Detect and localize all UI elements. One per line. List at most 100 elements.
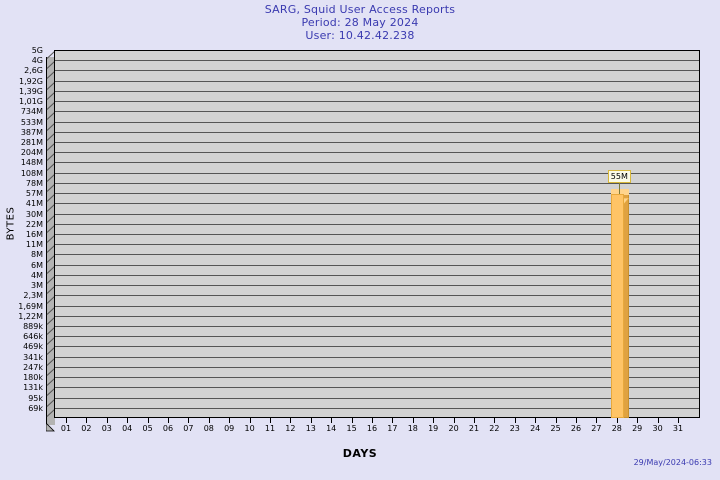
gridline bbox=[55, 346, 699, 348]
y-axis-tick-label: 8M bbox=[31, 250, 43, 260]
x-axis-tick-label: 21 bbox=[468, 424, 480, 433]
gridline bbox=[55, 193, 699, 195]
y-axis-tick-label: 281M bbox=[20, 138, 43, 147]
gridline bbox=[55, 182, 699, 184]
x-axis-tick bbox=[147, 418, 149, 423]
gridline bbox=[55, 111, 699, 113]
x-axis-tick-label: 06 bbox=[162, 424, 174, 433]
x-axis-tick bbox=[412, 418, 414, 423]
y-axis-tick-label: 41M bbox=[25, 199, 43, 209]
x-axis-tick-label: 08 bbox=[203, 424, 214, 433]
y-axis-tick-label: 180k bbox=[23, 373, 43, 383]
x-axis-tick-label: 27 bbox=[591, 424, 602, 433]
x-axis-tick bbox=[229, 418, 231, 423]
gridline bbox=[55, 223, 699, 225]
gridline bbox=[55, 203, 699, 205]
x-axis-tick bbox=[433, 418, 435, 423]
y-axis-tick-label: 16M bbox=[25, 230, 43, 239]
gridline bbox=[55, 80, 699, 82]
x-axis-tick-label: 25 bbox=[550, 424, 561, 433]
x-axis-tick-label: 07 bbox=[183, 424, 194, 433]
x-axis-tick-label: 31 bbox=[672, 424, 684, 433]
gridline bbox=[55, 285, 699, 287]
x-axis-tick bbox=[66, 418, 67, 423]
gridline bbox=[55, 131, 699, 133]
x-axis-tick-label: 04 bbox=[122, 424, 133, 433]
y-axis-tick-label: 1,01G bbox=[18, 97, 43, 107]
bar-value-label: 55M bbox=[607, 170, 631, 184]
gridline bbox=[55, 407, 699, 409]
gridline bbox=[55, 162, 699, 164]
y-axis-tick-label: 95k bbox=[28, 393, 43, 403]
report-period: Period: 28 May 2024 bbox=[301, 16, 419, 29]
x-axis-tick-label: 03 bbox=[101, 424, 112, 433]
y-axis-tick-label: 469k bbox=[23, 342, 43, 352]
x-axis-tick bbox=[372, 418, 373, 423]
x-axis-tick-label: 26 bbox=[570, 424, 582, 433]
x-axis-tick-label: 12 bbox=[285, 424, 296, 433]
y-axis-tick-label: 734M bbox=[20, 107, 43, 117]
bar-label-stem bbox=[618, 182, 620, 195]
y-axis-tick-label: 341k bbox=[23, 352, 43, 362]
gridline bbox=[55, 305, 699, 307]
x-axis-tick-label: 16 bbox=[366, 424, 378, 433]
y-axis-tick-label: 646k bbox=[23, 332, 43, 342]
gridline bbox=[55, 234, 699, 235]
plot-left-wall bbox=[46, 50, 56, 425]
y-axis-tick-labels: 69k 95k 131k 180k 247k 341k 469k 646k 889k 1,22M 1… bbox=[0, 0, 46, 480]
y-axis-tick-label: 889k bbox=[23, 322, 43, 331]
gridline bbox=[55, 121, 699, 123]
x-axis-tick bbox=[596, 418, 598, 423]
y-axis-tick-label: 1,92G bbox=[18, 76, 43, 86]
x-axis-tick-label: 22 bbox=[489, 424, 500, 433]
y-axis-tick-label: 22M bbox=[25, 219, 43, 229]
gridline bbox=[55, 397, 699, 399]
x-axis-tick-label: 13 bbox=[305, 424, 316, 433]
x-axis-tick-label: 23 bbox=[509, 424, 520, 433]
x-axis-tick-label: 09 bbox=[224, 424, 235, 433]
gridline bbox=[55, 295, 699, 297]
x-axis-tick bbox=[208, 418, 210, 423]
bar-side-face bbox=[623, 189, 629, 418]
gridline bbox=[55, 142, 699, 143]
plot-area bbox=[54, 50, 700, 418]
x-axis-tick bbox=[290, 418, 292, 423]
x-axis-tick bbox=[494, 418, 496, 423]
gridline bbox=[55, 264, 699, 266]
x-axis-tick bbox=[576, 418, 577, 423]
y-axis-tick-label: 108M bbox=[20, 168, 43, 178]
gridline bbox=[55, 366, 699, 368]
gridline bbox=[55, 172, 699, 174]
gridline bbox=[55, 336, 699, 338]
x-axis-tick bbox=[86, 418, 88, 423]
x-axis-tick bbox=[270, 418, 271, 423]
y-axis-tick-label: 69k bbox=[28, 403, 43, 413]
report-user: User: 10.42.42.238 bbox=[305, 29, 415, 42]
y-axis-tick-label: 4G bbox=[31, 56, 43, 66]
x-axis-tick-label: 15 bbox=[346, 424, 357, 433]
x-axis-tick bbox=[678, 418, 679, 423]
x-axis-tick bbox=[474, 418, 475, 423]
bar-day-28[interactable] bbox=[610, 189, 630, 418]
gridline bbox=[55, 101, 699, 103]
x-axis-tick-label: 18 bbox=[407, 424, 418, 433]
x-axis-tick bbox=[168, 418, 169, 423]
y-axis-tick-label: 204M bbox=[20, 148, 43, 158]
x-axis-tick-label: 05 bbox=[142, 424, 153, 433]
y-axis-tick-label: 148M bbox=[20, 158, 43, 168]
x-axis-tick-label: 19 bbox=[428, 424, 439, 433]
x-axis-tick-label: 24 bbox=[530, 424, 541, 433]
y-axis-tick-label: 1,22M bbox=[18, 311, 43, 321]
bar-front-face bbox=[610, 194, 624, 418]
y-axis-tick-label: 57M bbox=[25, 189, 43, 199]
x-axis-tick-label: 10 bbox=[244, 424, 255, 433]
x-axis-tick bbox=[657, 418, 659, 423]
x-axis-tick bbox=[637, 418, 639, 423]
gridline bbox=[55, 70, 699, 72]
y-axis-tick-label: 2,3M bbox=[23, 291, 43, 301]
x-axis-tick-label: 01 bbox=[60, 424, 72, 433]
y-axis-tick-label: 4M bbox=[31, 270, 43, 280]
gridline bbox=[55, 152, 699, 154]
y-axis-tick-label: 78M bbox=[25, 178, 43, 188]
